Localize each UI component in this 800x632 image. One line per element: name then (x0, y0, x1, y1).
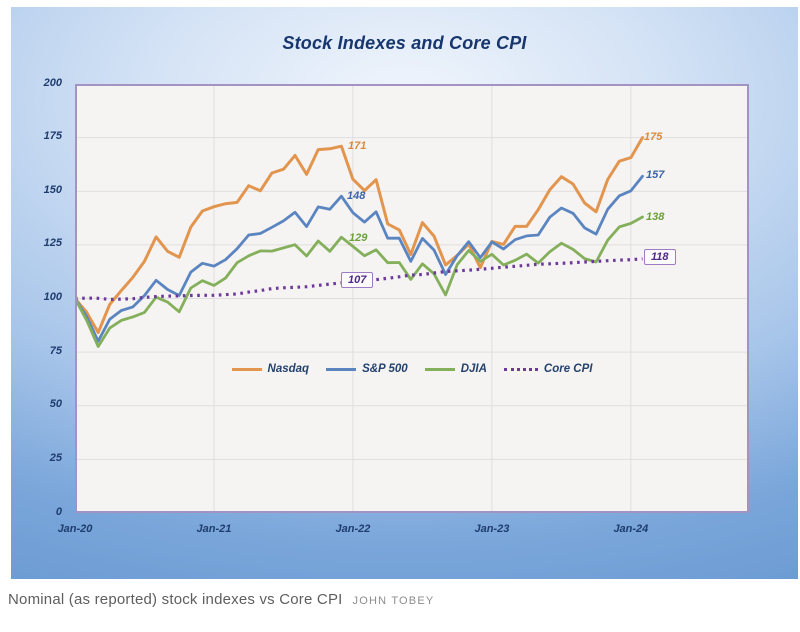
nasdaq-line (75, 136, 644, 335)
core-cpi-value-label: 118 (644, 249, 676, 265)
djia-value-label: 138 (646, 211, 665, 223)
x-tick-label: Jan-22 (335, 523, 371, 535)
djia-value-label: 129 (349, 232, 368, 244)
djia-legend-label: DJIA (460, 363, 487, 375)
legend: Nasdaq S&P 500 DJIA Core CPI (75, 363, 749, 375)
legend-item-core-cpi: Core CPI (503, 363, 593, 375)
nasdaq-value-label: 175 (644, 131, 663, 143)
chart-title: Stock Indexes and Core CPI (282, 33, 527, 53)
sp500-legend-swatch (326, 367, 357, 371)
y-tick-label: 125 (43, 237, 62, 250)
sp500-value-label: 148 (347, 190, 366, 202)
core-cpi-line (75, 257, 643, 301)
core-cpi-value-label: 107 (341, 272, 374, 288)
legend-item-sp500: S&P 500 (326, 363, 408, 375)
sp500-legend-label: S&P 500 (362, 363, 408, 375)
x-tick-label: Jan-20 (57, 523, 93, 535)
legend-item-djia: DJIA (424, 363, 487, 375)
y-tick-label: 150 (43, 183, 62, 196)
caption: Nominal (as reported) stock indexes vs C… (8, 591, 792, 608)
sp500-value-label: 157 (646, 169, 665, 181)
y-tick-label: 100 (43, 291, 62, 303)
x-tick-label: Jan-21 (196, 523, 232, 535)
sp500-line (75, 174, 644, 343)
plot-svg (75, 84, 749, 513)
y-tick-label: 75 (49, 344, 62, 357)
caption-text: Nominal (as reported) stock indexes vs C… (8, 591, 343, 608)
nasdaq-legend-label: Nasdaq (267, 363, 310, 375)
legend-item-nasdaq: Nasdaq (231, 363, 310, 375)
caption-byline: JOHN TOBEY (352, 595, 435, 607)
core-cpi-legend-swatch (503, 367, 538, 371)
nasdaq-legend-swatch (231, 367, 262, 371)
y-tick-label: 0 (55, 505, 62, 518)
y-tick-label: 175 (43, 130, 62, 143)
y-tick-label: 25 (49, 451, 62, 464)
x-tick-label: Jan-23 (474, 523, 510, 535)
x-tick-label: Jan-24 (613, 523, 649, 535)
y-tick-label: 50 (49, 398, 62, 411)
y-tick-label: 200 (43, 76, 62, 89)
nasdaq-value-label: 171 (348, 140, 367, 152)
djia-line (75, 215, 644, 348)
plot-border (75, 84, 749, 513)
core-cpi-legend-label: Core CPI (543, 363, 593, 375)
djia-legend-swatch (424, 367, 455, 371)
